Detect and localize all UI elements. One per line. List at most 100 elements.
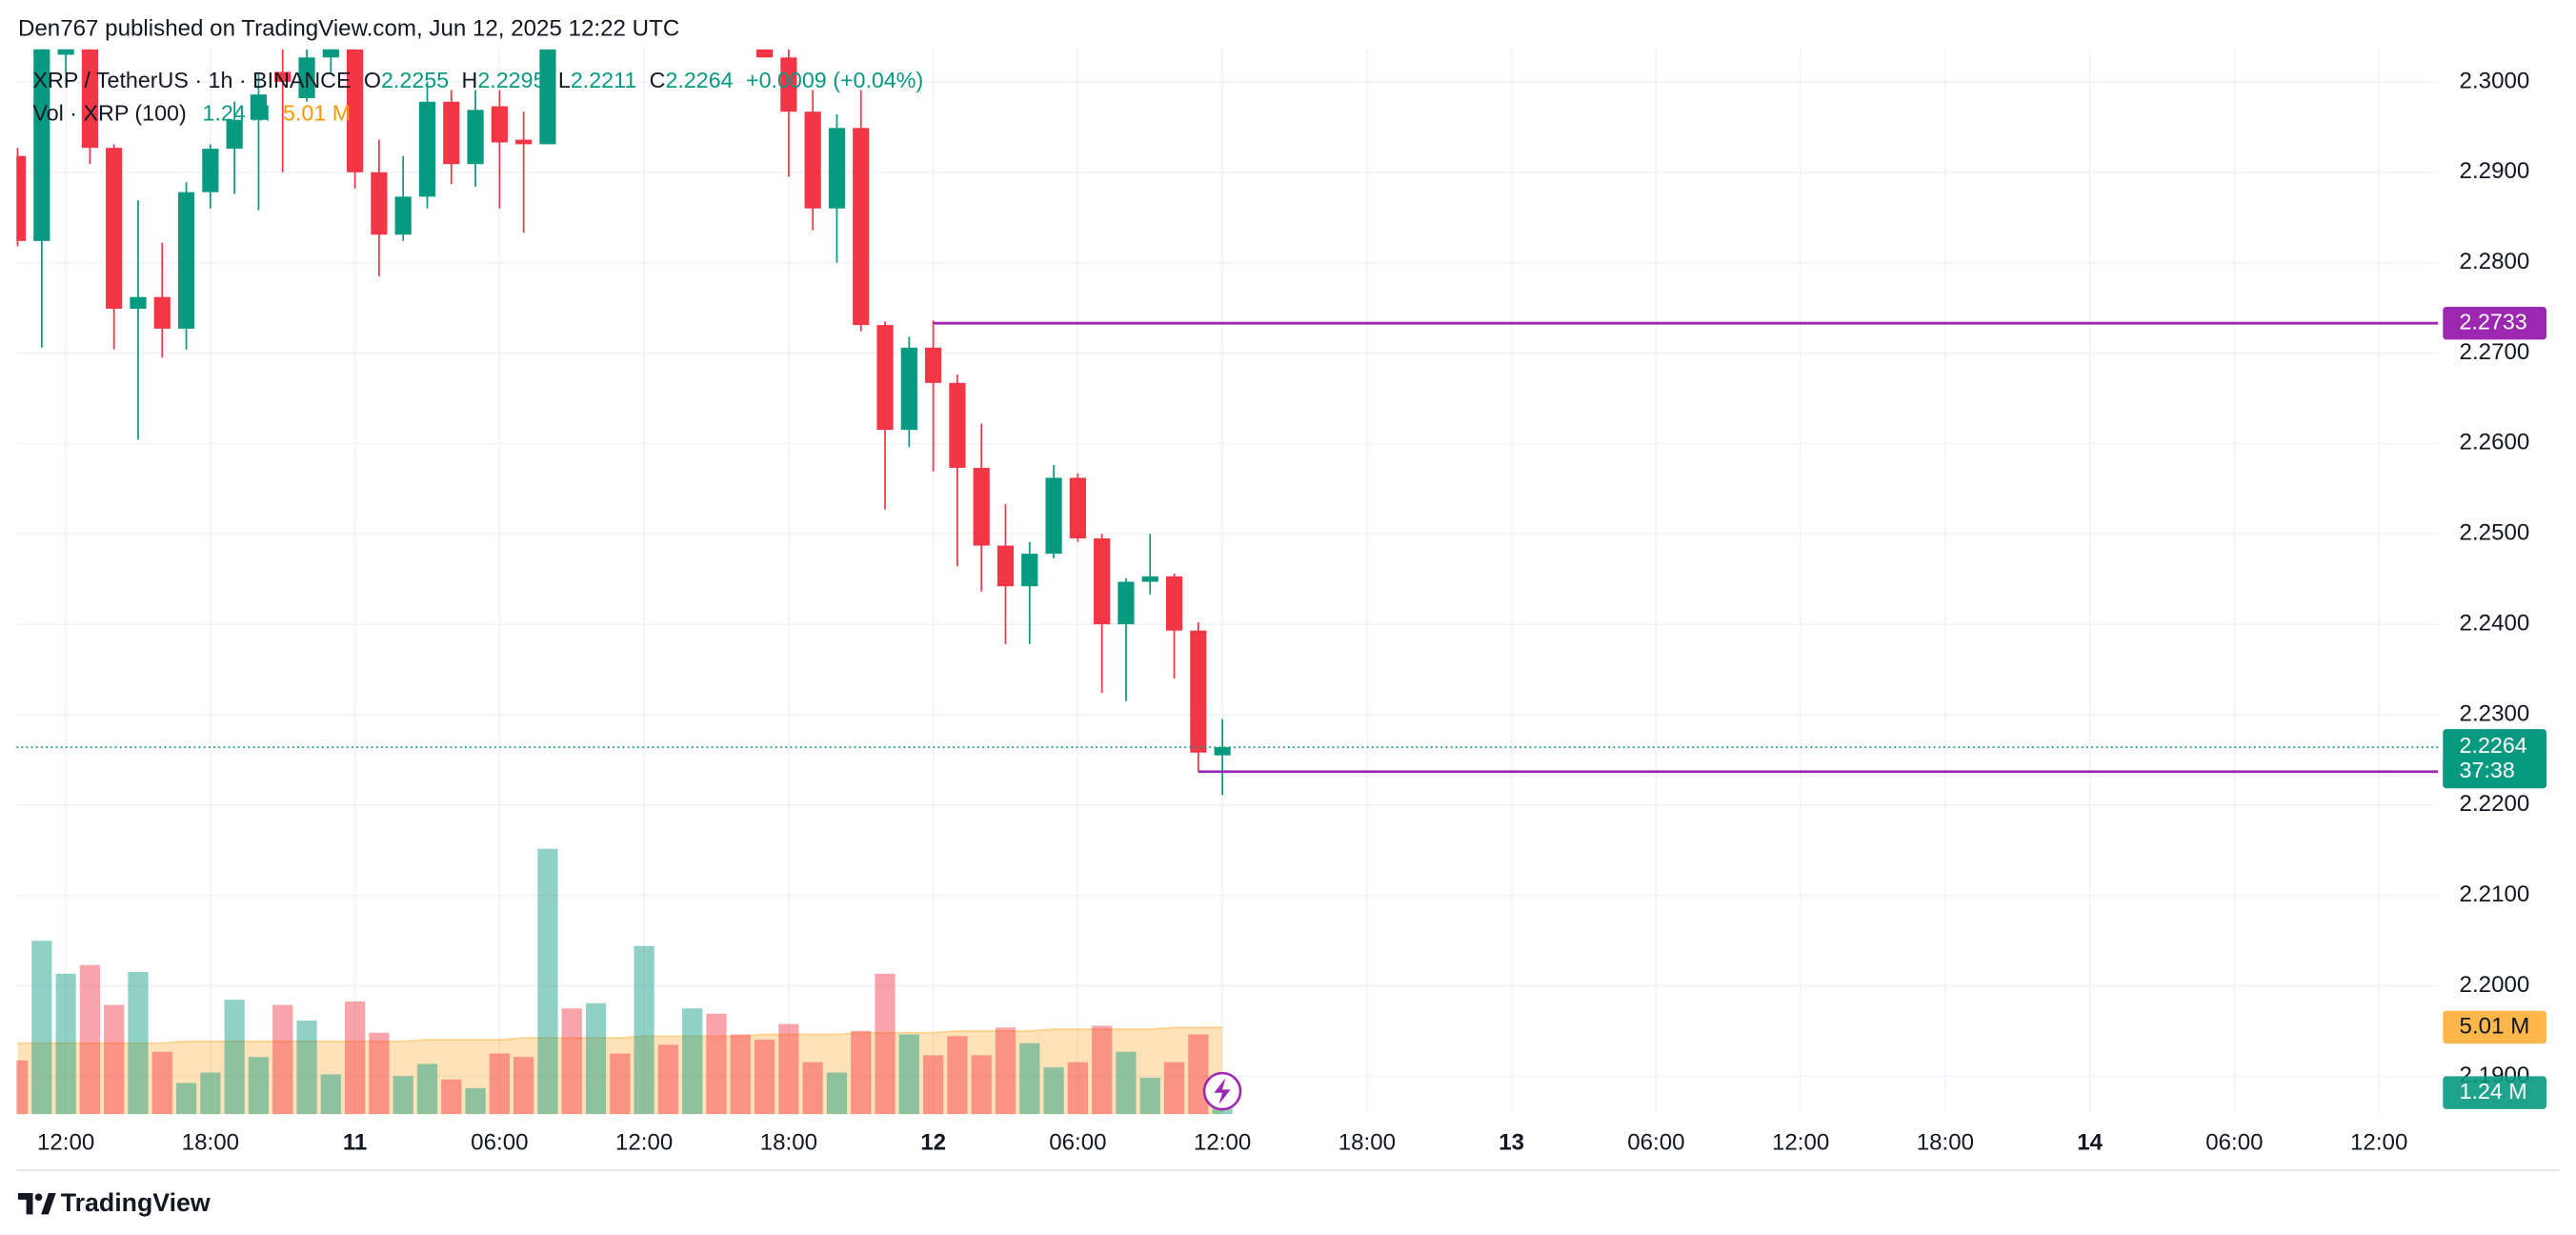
legend-key: C (650, 68, 666, 92)
candle-body (900, 347, 917, 431)
x-tick-label: 06:00 (1049, 1130, 1106, 1156)
volume-bar (441, 1079, 462, 1115)
volume-bar (224, 1000, 245, 1115)
candle-body (16, 155, 27, 241)
candle-body (443, 101, 460, 165)
volume-bar (682, 1008, 703, 1115)
volume-bar (1019, 1043, 1040, 1115)
volume-bar (706, 1013, 727, 1115)
bar-countdown: 37:38 (2460, 758, 2515, 782)
volume-bar (248, 1057, 270, 1115)
candle-body (81, 49, 98, 149)
x-tick-label: 06:00 (2205, 1130, 2263, 1156)
x-tick-label: 06:00 (471, 1130, 528, 1156)
legend-high: 2.2295 (477, 68, 545, 92)
y-tick-label: 2.2100 (2460, 881, 2530, 907)
volume-bar (200, 1072, 221, 1115)
candle-body (130, 296, 147, 310)
volume-bar (851, 1030, 872, 1115)
x-tick-label: 18:00 (1917, 1130, 1974, 1156)
symbol: XRP / TetherUS · 1h · BINANCE (32, 68, 351, 92)
x-tick-label: 12:00 (2350, 1130, 2407, 1156)
candle-body (202, 149, 219, 192)
candle-body (250, 94, 268, 120)
x-tick-label: 06:00 (1627, 1130, 1684, 1156)
candle-body (996, 545, 1015, 587)
x-tick-label: 14 (2077, 1130, 2103, 1156)
legend-key: O (364, 68, 381, 92)
candle-body (467, 110, 484, 165)
volume-bar (55, 973, 76, 1115)
volume-ma-box (2443, 1010, 2546, 1044)
tradingview-logo (17, 1193, 56, 1215)
y-tick-label: 2.2700 (2460, 339, 2530, 365)
candle-body (491, 106, 508, 143)
volume-bar (561, 1008, 582, 1115)
candle-body (226, 119, 243, 150)
volume-bar (128, 971, 149, 1115)
volume-bar (320, 1074, 341, 1115)
candle-body (973, 467, 990, 546)
volume-bar (296, 1020, 317, 1115)
y-tick-label: 2.2900 (2460, 158, 2530, 184)
volume-bar (754, 1039, 775, 1115)
volume-bar (778, 1023, 799, 1115)
y-tick-label: 2.2400 (2460, 610, 2530, 636)
volume-bar (995, 1027, 1016, 1115)
volume-bar (151, 1051, 172, 1115)
volume-bar (947, 1036, 968, 1115)
x-tick-label: 18:00 (1338, 1130, 1396, 1156)
volume-bar (369, 1032, 390, 1115)
volume-bar (272, 1004, 293, 1115)
candle-body (876, 325, 894, 431)
publish-header: Den767 published on TradingView.com, Jun… (18, 15, 679, 41)
candle-body (57, 49, 74, 55)
candle-body (804, 111, 821, 209)
y-tick-label: 2.2500 (2460, 520, 2530, 546)
candle-body (153, 296, 171, 329)
volume-bar (634, 945, 654, 1115)
candle-body (853, 128, 870, 326)
candle-body (298, 57, 315, 98)
volume-bar (16, 1060, 29, 1115)
candle-body (539, 49, 556, 145)
volume-bar (175, 1083, 197, 1115)
legend-change: +0.0009 (+0.04%) (746, 68, 923, 92)
volume-bar (1092, 1025, 1113, 1115)
volume-bar (585, 1002, 607, 1115)
volume-bar (537, 848, 558, 1115)
volume-ma-area (17, 1027, 1223, 1115)
volume-bar (104, 1004, 125, 1115)
current-price-box (2443, 729, 2546, 789)
volume-bar (465, 1087, 486, 1115)
candle-body (322, 49, 339, 58)
candle-body (1021, 554, 1038, 587)
candle-body (1045, 477, 1062, 555)
candle-body (1141, 576, 1158, 582)
x-tick-label: 12:00 (1194, 1130, 1251, 1156)
legend-low: 2.2211 (571, 68, 636, 92)
candle-body (1069, 477, 1086, 538)
volume-last: 1.24 M (203, 101, 271, 126)
volume-bar (392, 1076, 413, 1115)
candle-body (949, 382, 966, 468)
candle-body (1094, 537, 1111, 625)
x-tick-label: 11 (343, 1130, 368, 1156)
x-tick-label: 12 (920, 1130, 946, 1156)
x-tick-label: 13 (1499, 1130, 1524, 1156)
candle-body (780, 57, 797, 112)
y-tick-label: 2.2300 (2460, 700, 2530, 726)
current-price-label: 2.2264 (2460, 733, 2527, 758)
footer-brand: TradingView (61, 1188, 211, 1217)
volume-bar (1067, 1062, 1089, 1115)
candle-body (755, 49, 774, 58)
volume-bar (344, 1001, 366, 1115)
volume-bar (875, 973, 896, 1115)
candle-body (418, 101, 436, 197)
volume-bar (923, 1055, 944, 1115)
volume-bar (1139, 1078, 1160, 1115)
candle-body (394, 196, 412, 235)
candle-body (828, 128, 846, 209)
x-tick-label: 18:00 (182, 1130, 239, 1156)
candle-body (1190, 630, 1207, 753)
